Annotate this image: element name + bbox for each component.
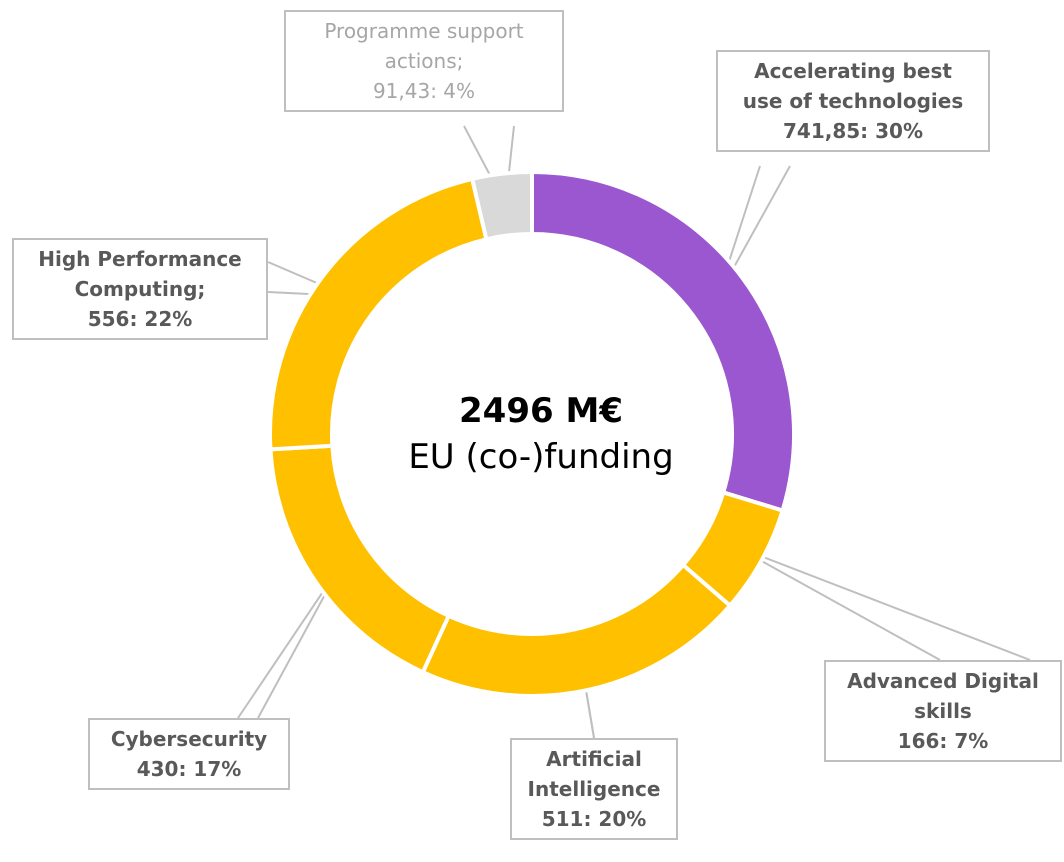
donut-slices	[268, 169, 796, 698]
slice-artificial-intelligence	[420, 562, 733, 698]
label-cybersecurity: Cybersecurity 430: 17%	[88, 718, 290, 790]
slice-value: 511: 20%	[541, 807, 647, 831]
label-high-performance-computing: High Performance Computing; 556: 22%	[12, 238, 268, 340]
slice-value: 430: 17%	[136, 757, 242, 781]
slice-label-line: Programme support	[324, 19, 524, 43]
center-label: 2496 M€ EU (co-)funding	[331, 388, 751, 480]
leader-line-advanced-digital-skills	[733, 544, 1031, 661]
slice-label-line: Intelligence	[527, 777, 661, 801]
slice-value: 556: 22%	[87, 307, 193, 331]
slice-label-line: actions;	[384, 49, 464, 73]
label-advanced-digital-skills: Advanced Digital skills 166: 7%	[824, 660, 1062, 762]
slice-label-line: Cybersecurity	[110, 727, 268, 751]
slice-label-line: skills	[914, 699, 972, 723]
center-caption: EU (co-)funding	[408, 437, 674, 477]
center-total: 2496 M€	[459, 391, 623, 431]
slice-value: 166: 7%	[897, 729, 989, 753]
slice-value: 741,85: 30%	[782, 119, 923, 143]
slice-label-line: Artificial	[546, 747, 642, 771]
slice-label-line: use of technologies	[742, 89, 964, 113]
slice-label-line: Accelerating best	[754, 59, 952, 83]
label-programme-support-actions: Programme support actions; 91,43: 4%	[284, 10, 564, 112]
label-accelerating-best-use: Accelerating best use of technologies 74…	[716, 50, 990, 152]
slice-value: 91,43: 4%	[372, 79, 476, 103]
slice-label-line: Computing;	[74, 277, 206, 301]
slice-label-line: Advanced Digital	[847, 669, 1039, 693]
slice-label-line: High Performance	[38, 247, 242, 271]
leader-line-advanced-digital-skills	[733, 544, 941, 661]
label-artificial-intelligence: Artificial Intelligence 511: 20%	[510, 738, 678, 840]
slice-accelerating-best-use	[530, 169, 796, 514]
slice-programme-support-actions	[469, 169, 534, 242]
